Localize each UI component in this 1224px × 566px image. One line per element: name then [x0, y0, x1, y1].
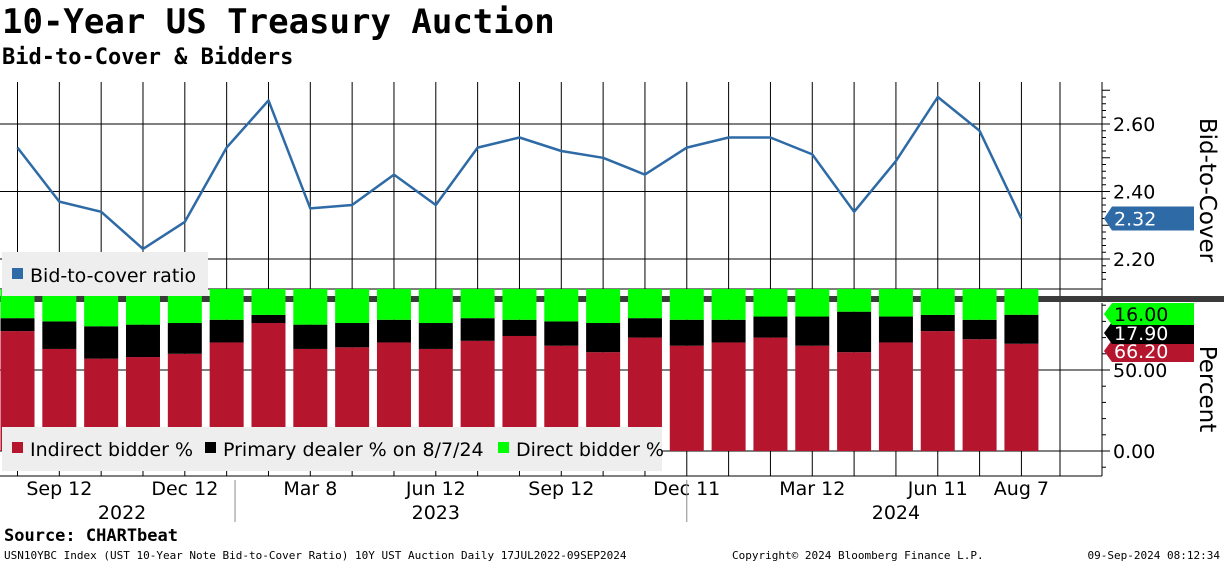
bar-primary-dealer: [753, 316, 788, 338]
value-tag-label: 66.20: [1114, 341, 1168, 363]
bar-direct: [502, 289, 537, 320]
bar-indirect: [962, 339, 997, 451]
bar-indirect: [837, 352, 872, 451]
value-tag-label: 17.90: [1114, 323, 1168, 345]
legend-bottom-box: [2, 427, 662, 471]
bar-primary-dealer: [335, 323, 370, 348]
bar-direct: [209, 289, 244, 320]
x-year-label: 2022: [98, 502, 146, 524]
bar-primary-dealer: [502, 319, 537, 336]
x-tick-label: Dec 12: [151, 478, 218, 500]
legend-label: Indirect bidder %: [30, 439, 193, 461]
bar-indirect: [711, 342, 746, 451]
bar-direct: [878, 289, 913, 317]
value-tag: [1104, 322, 1194, 344]
bar-primary-dealer: [920, 314, 955, 332]
bar-primary-dealer: [711, 319, 746, 343]
x-tick-label: Jun 11: [907, 478, 968, 500]
bid-to-cover-line: [16, 95, 1023, 251]
bar-primary-dealer: [962, 319, 997, 340]
x-tick-label: Mar 12: [779, 478, 845, 500]
bar-indirect: [669, 345, 704, 451]
bar-direct: [962, 289, 997, 320]
last-value-label: 2.32: [1114, 209, 1156, 231]
y-axis-title-top: Bid-to-Cover: [1194, 118, 1220, 263]
chart-subtitle: Bid-to-Cover & Bidders: [2, 45, 294, 70]
legend-label: Direct bidder %: [516, 439, 664, 461]
bar-primary-dealer: [1004, 314, 1039, 344]
bar-direct: [711, 289, 746, 320]
bar-primary-dealer: [42, 321, 77, 349]
bar-direct: [837, 289, 872, 312]
bar-indirect: [920, 331, 955, 451]
bar-primary-dealer: [795, 316, 830, 346]
bar-primary-dealer: [544, 321, 579, 346]
bar-indirect: [1004, 343, 1039, 451]
bar-primary-dealer: [84, 326, 119, 359]
chart-title: 10-Year US Treasury Auction: [2, 2, 555, 42]
legend-swatch: [12, 442, 23, 453]
bar-direct: [293, 289, 328, 325]
bar-direct: [753, 289, 788, 317]
bar-primary-dealer: [293, 324, 328, 349]
bar-primary-dealer: [627, 318, 662, 338]
bar-direct: [376, 289, 411, 320]
y-tick-label: 0.00: [1113, 441, 1155, 463]
bar-primary-dealer: [586, 323, 621, 353]
bar-direct: [627, 289, 662, 319]
bar-indirect: [795, 345, 830, 451]
legend-swatch-bid-to-cover: [12, 268, 23, 279]
y-tick-label: 2.40: [1113, 182, 1155, 204]
legend-label-bid-to-cover: Bid-to-cover ratio: [30, 265, 196, 287]
x-tick-label: Aug 7: [994, 478, 1049, 500]
y-tick-label: 50.00: [1113, 360, 1167, 382]
x-tick-label: Jun 12: [405, 478, 466, 500]
source-label: Source: CHARTbeat: [4, 526, 178, 546]
bar-direct: [335, 289, 370, 324]
bar-primary-dealer: [251, 314, 286, 324]
footer-copyright: Copyright© 2024 Bloomberg Finance L.P.: [732, 549, 984, 562]
bar-primary-dealer: [837, 311, 872, 353]
last-value-tag: [1104, 206, 1194, 231]
footer-timestamp: 09-Sep-2024 08:12:34: [1087, 549, 1220, 562]
bar-direct: [795, 289, 830, 317]
bar-primary-dealer: [460, 318, 495, 341]
bar-primary-dealer: [376, 319, 411, 343]
value-tag-label: 16.00: [1114, 304, 1168, 326]
x-tick-label: Sep 12: [26, 478, 92, 500]
y-tick-label: 2.20: [1113, 249, 1155, 271]
x-year-label: 2023: [412, 502, 460, 524]
bar-indirect: [878, 342, 913, 451]
x-tick-label: Mar 8: [283, 478, 337, 500]
bar-primary-dealer: [418, 323, 453, 349]
bar-primary-dealer: [0, 318, 35, 332]
legend-swatch: [498, 442, 509, 453]
bar-direct: [669, 289, 704, 320]
value-tag: [1104, 303, 1194, 325]
bar-direct: [586, 289, 621, 324]
bar-primary-dealer: [878, 316, 913, 343]
footer-index-info: USN10YBC Index (UST 10-Year Note Bid-to-…: [4, 549, 627, 562]
legend-label: Primary dealer % on 8/7/24: [223, 439, 484, 461]
bar-direct: [418, 289, 453, 324]
bar-primary-dealer: [167, 323, 202, 354]
legend-top-box: [2, 252, 208, 296]
y-tick-label: 2.60: [1113, 114, 1155, 136]
legend-swatch: [205, 442, 216, 453]
bar-primary-dealer: [209, 319, 244, 343]
bar-direct: [251, 289, 286, 315]
bar-indirect: [753, 337, 788, 451]
y-axis-title-bottom: Percent: [1194, 346, 1220, 433]
x-tick-label: Sep 12: [528, 478, 594, 500]
value-tag: [1104, 340, 1194, 362]
bar-primary-dealer: [125, 324, 160, 358]
bar-direct: [920, 289, 955, 315]
bar-direct: [1004, 289, 1039, 315]
bar-direct: [544, 289, 579, 322]
bar-primary-dealer: [669, 319, 704, 346]
bar-direct: [460, 289, 495, 319]
x-year-label: 2024: [872, 502, 920, 524]
